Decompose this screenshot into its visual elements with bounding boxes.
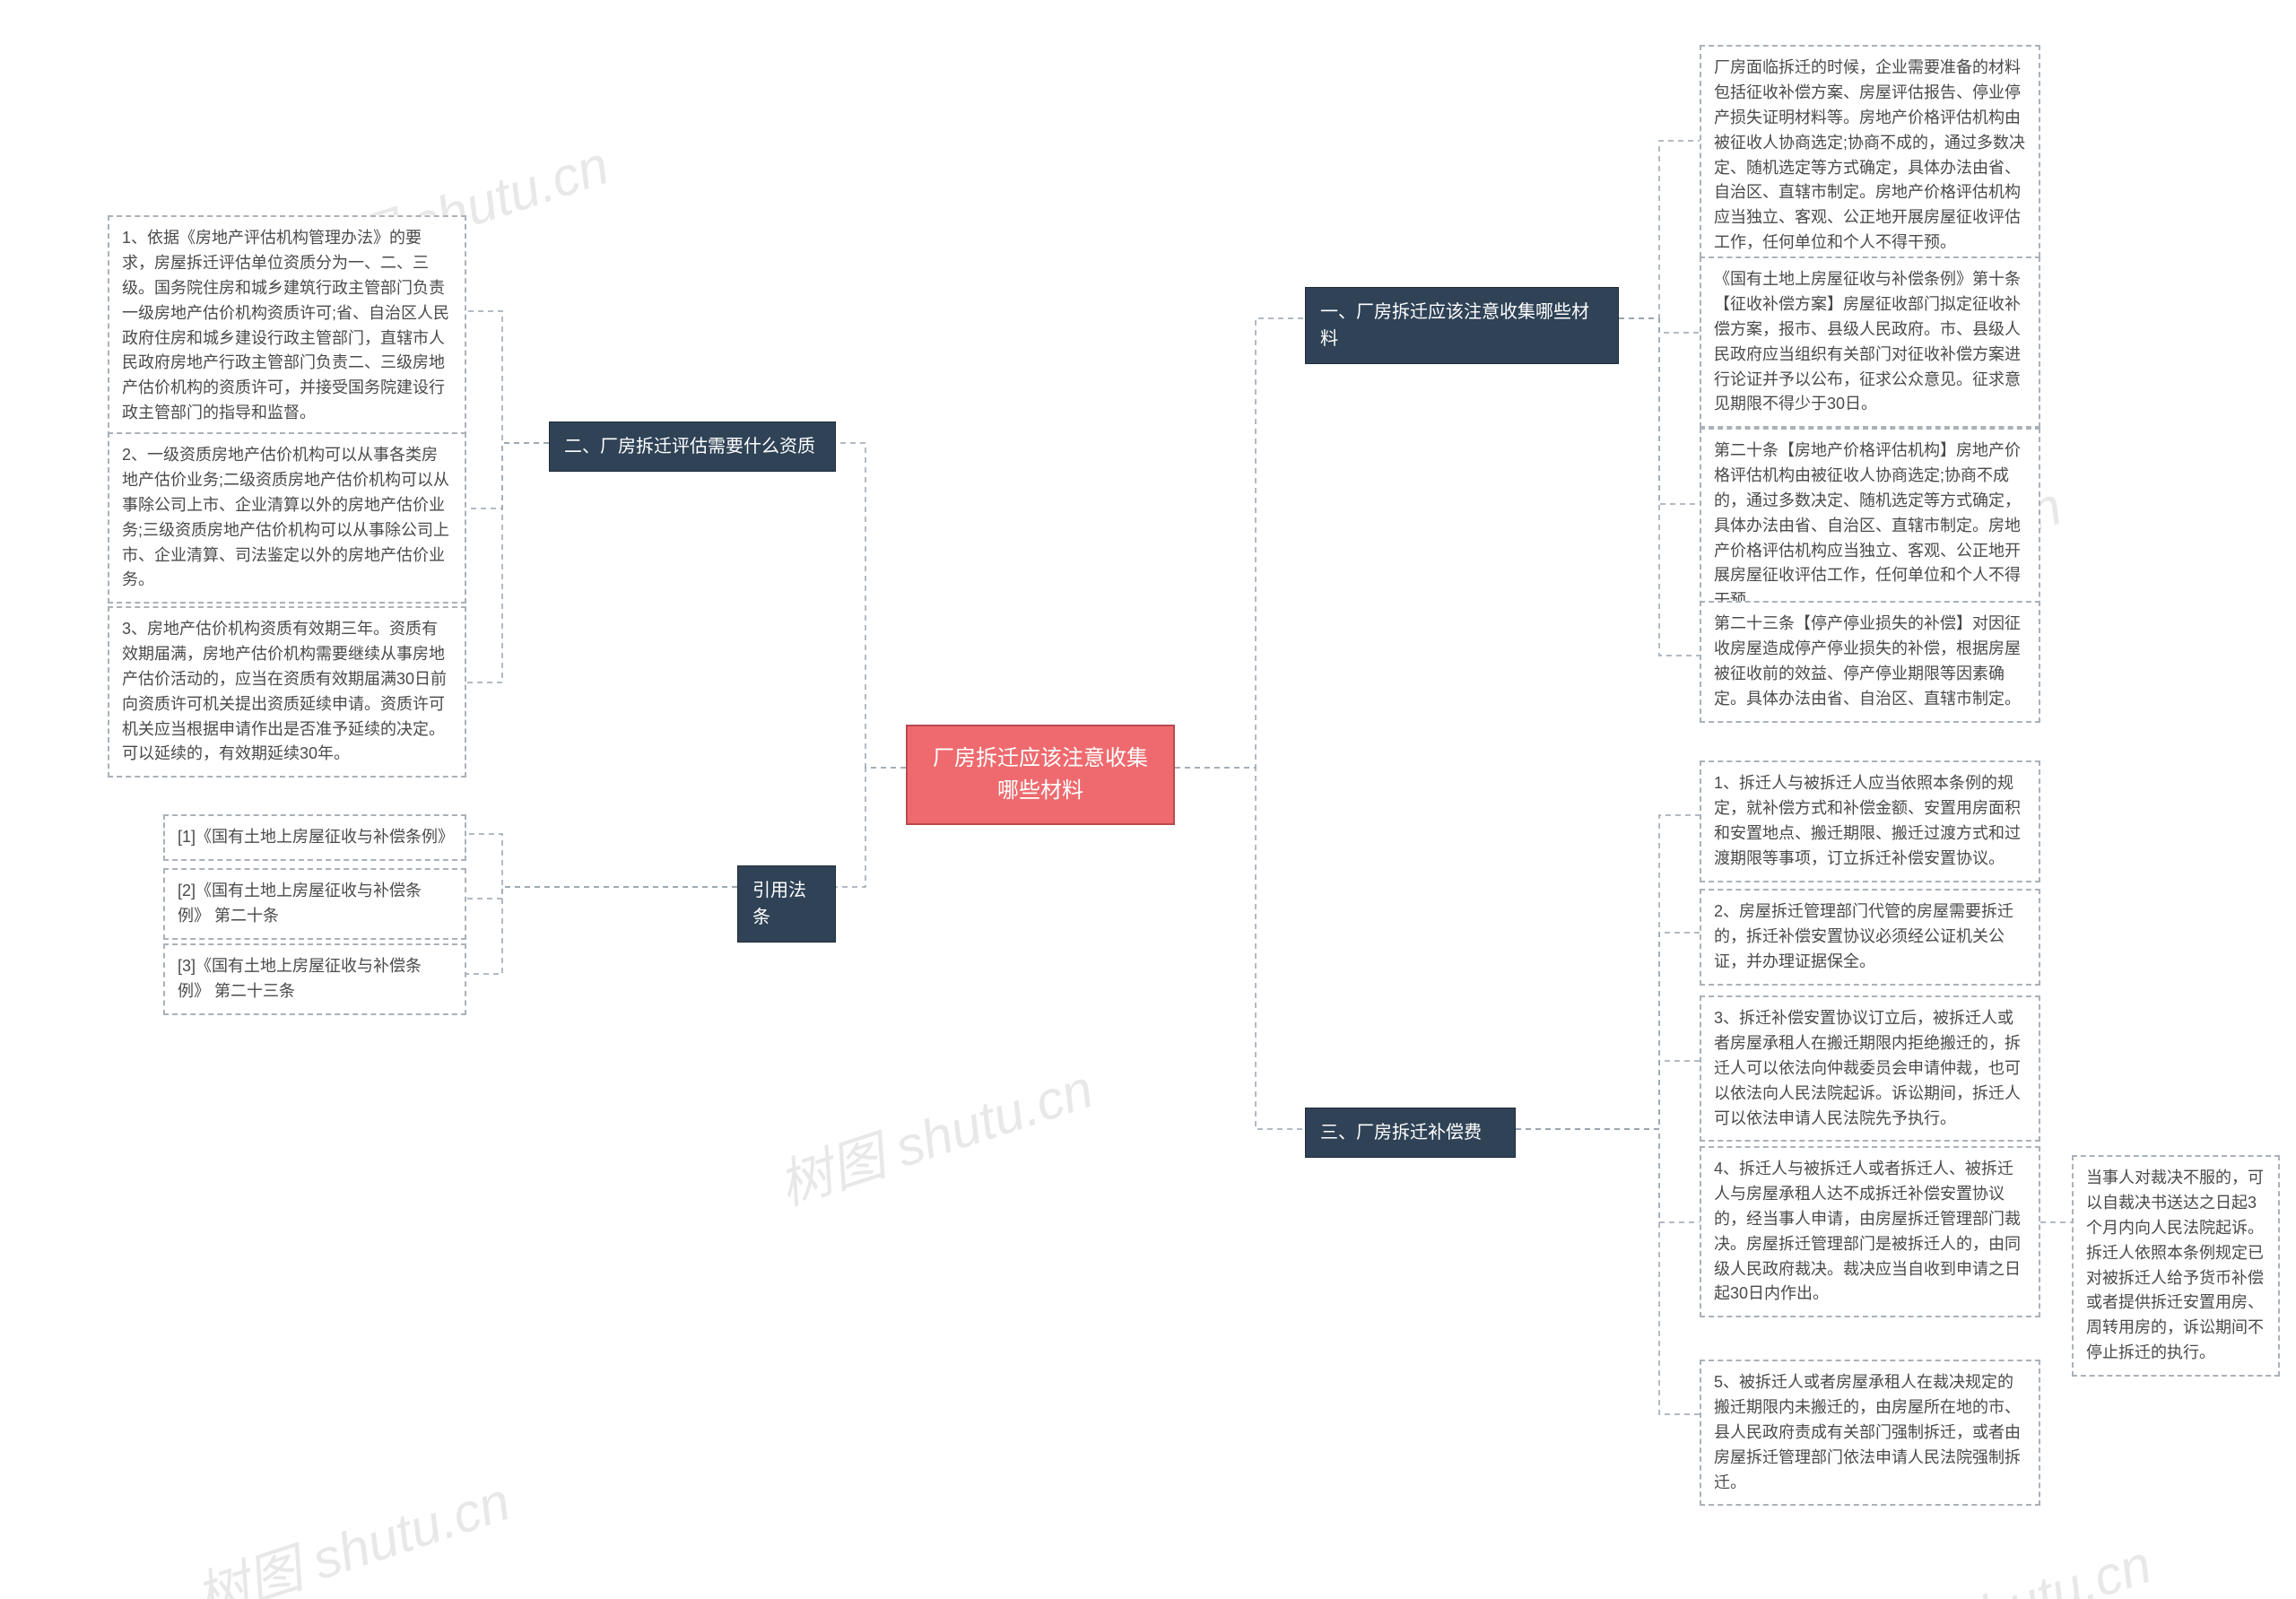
center-node[interactable]: 厂房拆迁应该注意收集哪些材料	[906, 725, 1175, 825]
leaf-b3-5[interactable]: 5、被拆迁人或者房屋承租人在裁决规定的搬迁期限内未搬迁的，由房屋所在地的市、县人…	[1700, 1360, 2040, 1506]
leaf-b2-3[interactable]: 3、房地产估价机构资质有效期三年。资质有效期届满，房地产估价机构需要继续从事房地…	[108, 606, 466, 778]
branch-node-4[interactable]: 引用法条	[737, 865, 836, 943]
branch-node-3[interactable]: 三、厂房拆迁补偿费	[1305, 1108, 1516, 1158]
watermark: 树图 shutu.cn	[1825, 1521, 2160, 1599]
branch-node-1[interactable]: 一、厂房拆迁应该注意收集哪些材料	[1305, 287, 1619, 364]
leaf-b3-3[interactable]: 3、拆迁补偿安置协议订立后，被拆迁人或者房屋承租人在搬迁期限内拒绝搬迁的，拆迁人…	[1700, 995, 2040, 1142]
leaf-b3-1[interactable]: 1、拆迁人与被拆迁人应当依照本条例的规定，就补偿方式和补偿金额、安置用房面积和安…	[1700, 760, 2040, 882]
leaf-b1-1[interactable]: 厂房面临拆迁的时候，企业需要准备的材料包括征收补偿方案、房屋评估报告、停业停产损…	[1700, 45, 2040, 266]
leaf-b3-2[interactable]: 2、房屋拆迁管理部门代管的房屋需要拆迁的，拆迁补偿安置协议必须经公证机关公证，并…	[1700, 889, 2040, 986]
leaf-b4-3[interactable]: [3]《国有土地上房屋征收与补偿条例》 第二十三条	[163, 943, 466, 1015]
leaf-b4-1[interactable]: [1]《国有土地上房屋征收与补偿条例》	[163, 814, 466, 861]
leaf-b2-1[interactable]: 1、依据《房地产评估机构管理办法》的要求，房屋拆迁评估单位资质分为一、二、三级。…	[108, 215, 466, 437]
leaf-b1-3[interactable]: 第二十条【房地产价格评估机构】房地产价格评估机构由被征收人协商选定;协商不成的，…	[1700, 428, 2040, 624]
leaf-b2-2[interactable]: 2、一级资质房地产估价机构可以从事各类房地产估价业务;二级资质房地产估价机构可以…	[108, 432, 466, 604]
branch-node-2[interactable]: 二、厂房拆迁评估需要什么资质	[549, 421, 836, 472]
leaf-b1-4[interactable]: 第二十三条【停产停业损失的补偿】对因征收房屋造成停产停业损失的补偿，根据房屋被征…	[1700, 601, 2040, 723]
leaf-b3-4b[interactable]: 当事人对裁决不服的，可以自裁决书送达之日起3个月内向人民法院起诉。拆迁人依照本条…	[2072, 1155, 2280, 1377]
leaf-b1-2[interactable]: 《国有土地上房屋征收与补偿条例》第十条【征收补偿方案】房屋征收部门拟定征收补偿方…	[1700, 256, 2040, 428]
leaf-b4-2[interactable]: [2]《国有土地上房屋征收与补偿条例》 第二十条	[163, 868, 466, 940]
mindmap-canvas: 树图 shutu.cn 树图 shutu.cn 树图 shutu.cn 树图 s…	[0, 0, 2296, 1599]
leaf-b3-4[interactable]: 4、拆迁人与被拆迁人或者拆迁人、被拆迁人与房屋承租人达不成拆迁补偿安置协议的，经…	[1700, 1146, 2040, 1317]
watermark: 树图 shutu.cn	[184, 1458, 518, 1599]
watermark: 树图 shutu.cn	[767, 1046, 1101, 1221]
